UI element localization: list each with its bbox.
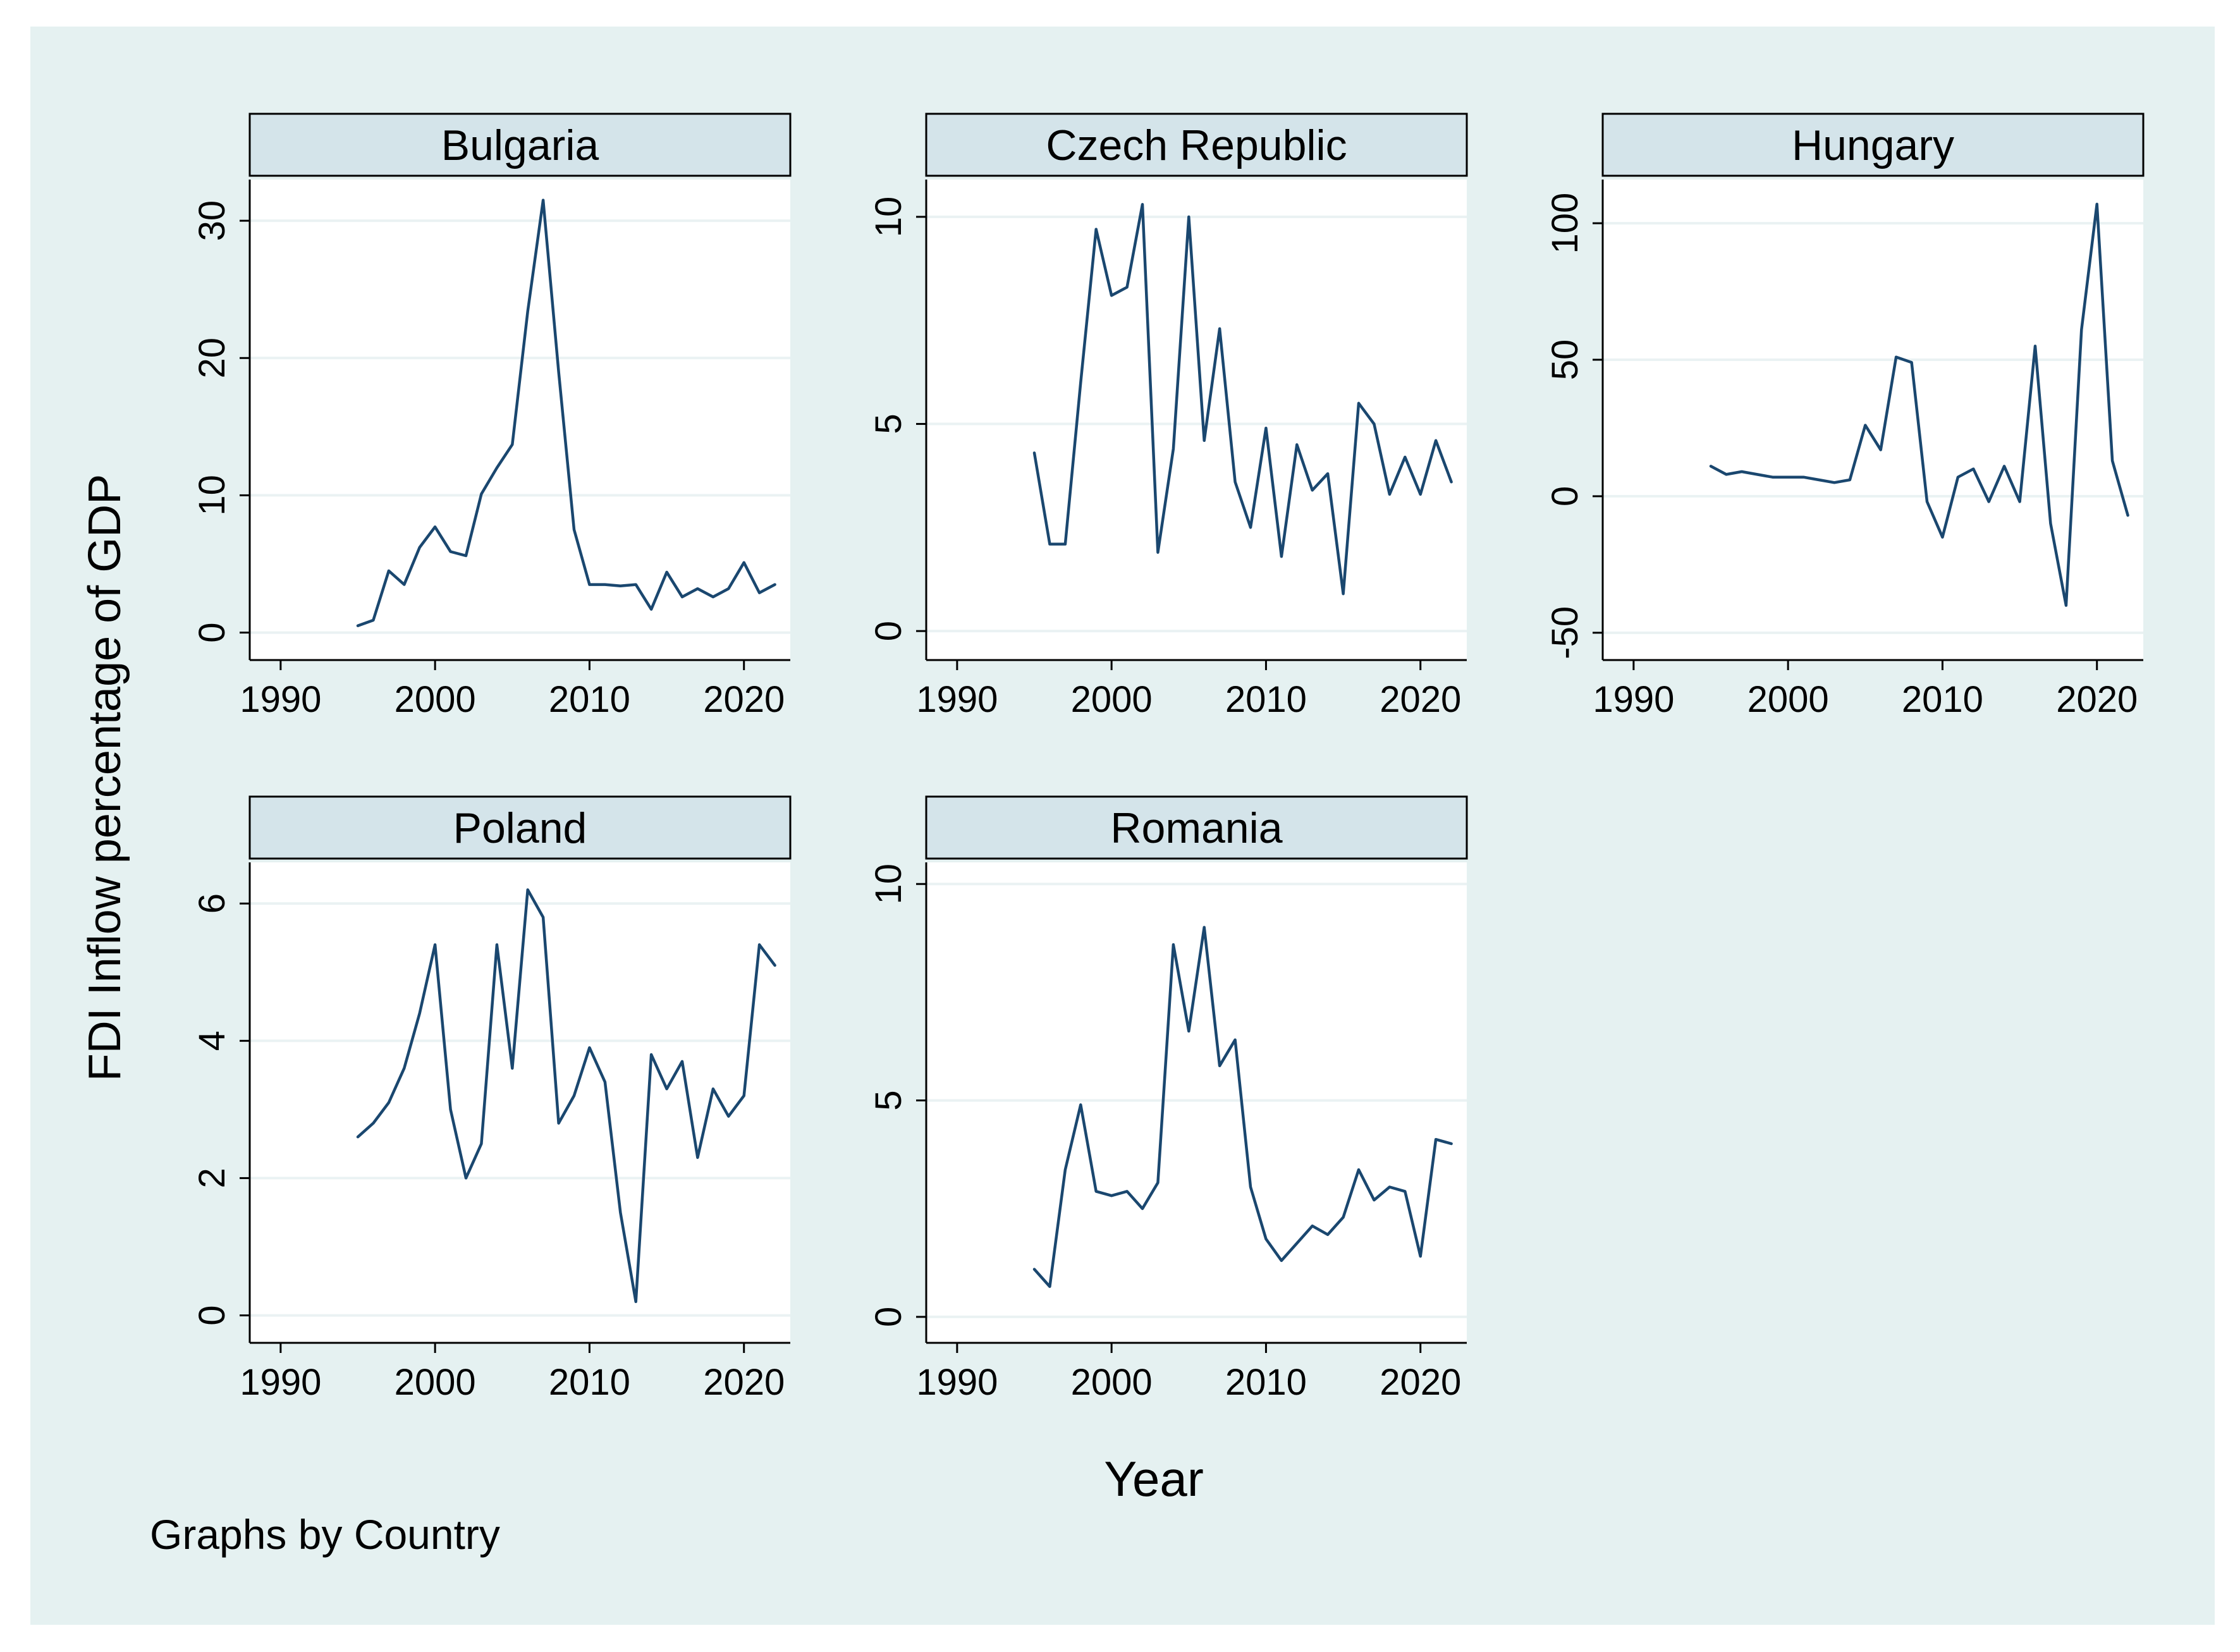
strip-bulgaria [248, 113, 792, 177]
y-tick-label-hungary-0: -50 [1545, 606, 1586, 659]
x-tick-label-czech-republic-0: 1990 [916, 679, 998, 720]
y-tick-label-bulgaria-0: 0 [192, 622, 233, 642]
x-tick-label-czech-republic-3: 2020 [1380, 679, 1461, 720]
x-tick-label-hungary-1: 2000 [1747, 679, 1829, 720]
panel-poland: Poland 0 2 4 6 1990 2000 2010 2020 [192, 795, 792, 1403]
y-tick-label-romania-1: 5 [868, 1090, 909, 1110]
y-tick-label-czech-republic-0: 0 [868, 621, 909, 641]
panel-hungary: Hungary -50 0 50 100 1990 2000 2010 2020 [1545, 113, 2145, 720]
panel-czech-republic: Czech Republic 0 5 10 1990 2000 2010 2020 [868, 113, 1468, 720]
series-line-poland [356, 888, 776, 1304]
y-tick-label-poland-0: 0 [192, 1305, 233, 1325]
plot-region-czech-republic [926, 180, 1467, 660]
panel-bulgaria: Bulgaria 0 10 20 30 1990 2000 2010 2020 [192, 113, 792, 720]
figure-y-title: FDI Inflow percentage of GDP [80, 474, 130, 1081]
plot-region-hungary [1603, 180, 2143, 660]
x-tick-label-bulgaria-1: 2000 [395, 679, 476, 720]
x-tick-label-hungary-2: 2010 [1902, 679, 1983, 720]
y-tick-label-czech-republic-2: 10 [868, 197, 909, 238]
y-tick-label-romania-0: 0 [868, 1307, 909, 1327]
series-line-czech-republic [1032, 203, 1453, 596]
plot-region-bulgaria [250, 180, 790, 660]
panel-title-bulgaria: Bulgaria [441, 121, 599, 169]
panel-title-hungary: Hungary [1792, 121, 1954, 169]
x-tick-label-poland-1: 2000 [395, 1362, 476, 1403]
y-tick-label-poland-3: 6 [192, 893, 233, 914]
y-tick-label-czech-republic-1: 5 [868, 413, 909, 434]
x-tick-label-czech-republic-1: 2000 [1071, 679, 1153, 720]
figure-x-title: Year [1104, 1451, 1204, 1507]
graphs-by-note: Graphs by Country [150, 1511, 500, 1558]
y-tick-label-hungary-1: 0 [1545, 486, 1586, 506]
panel-title-czech-republic: Czech Republic [1046, 121, 1347, 169]
x-tick-label-hungary-3: 2020 [2056, 679, 2138, 720]
y-tick-label-romania-2: 10 [868, 864, 909, 905]
x-tick-label-bulgaria-0: 1990 [240, 679, 321, 720]
plot-region-poland [250, 862, 790, 1343]
x-tick-label-poland-2: 2010 [549, 1362, 630, 1403]
x-tick-label-romania-2: 2010 [1225, 1362, 1307, 1403]
y-tick-label-bulgaria-1: 10 [192, 475, 233, 516]
x-tick-label-bulgaria-3: 2020 [703, 679, 785, 720]
y-tick-label-bulgaria-3: 30 [192, 200, 233, 242]
series-line-romania [1032, 926, 1453, 1288]
strip-romania [925, 795, 1468, 860]
x-tick-label-czech-republic-2: 2010 [1225, 679, 1307, 720]
strip-hungary [1601, 113, 2145, 177]
panel-title-romania: Romania [1110, 804, 1282, 852]
y-tick-label-bulgaria-2: 20 [192, 338, 233, 379]
plot-region-romania [926, 862, 1467, 1343]
x-tick-label-bulgaria-2: 2010 [549, 679, 630, 720]
x-tick-label-hungary-0: 1990 [1593, 679, 1674, 720]
x-tick-label-romania-3: 2020 [1380, 1362, 1461, 1403]
series-line-hungary [1709, 202, 2129, 607]
y-tick-label-hungary-2: 50 [1545, 340, 1586, 381]
x-tick-label-poland-3: 2020 [703, 1362, 785, 1403]
x-tick-label-poland-0: 1990 [240, 1362, 321, 1403]
strip-poland [248, 795, 792, 860]
strip-czech-republic [925, 113, 1468, 177]
y-tick-label-poland-2: 4 [192, 1031, 233, 1051]
panel-romania: Romania 0 5 10 1990 2000 2010 2020 [868, 795, 1468, 1403]
x-tick-label-romania-0: 1990 [916, 1362, 998, 1403]
series-line-bulgaria [356, 199, 776, 627]
y-tick-label-poland-1: 2 [192, 1168, 233, 1188]
panel-title-poland: Poland [453, 804, 587, 852]
x-tick-label-romania-1: 2000 [1071, 1362, 1153, 1403]
y-tick-label-hungary-3: 100 [1545, 193, 1586, 254]
